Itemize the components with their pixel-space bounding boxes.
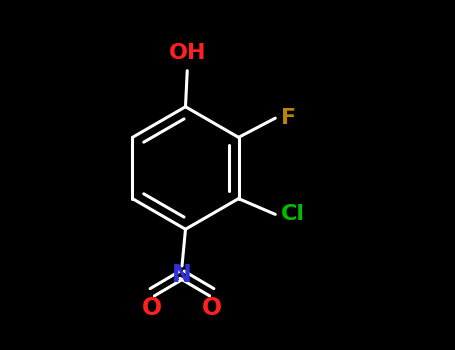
Text: O: O xyxy=(142,296,162,320)
Text: Cl: Cl xyxy=(281,204,304,224)
Text: N: N xyxy=(172,263,192,287)
Text: O: O xyxy=(202,296,222,320)
Text: F: F xyxy=(281,108,296,128)
Text: OH: OH xyxy=(168,43,206,63)
